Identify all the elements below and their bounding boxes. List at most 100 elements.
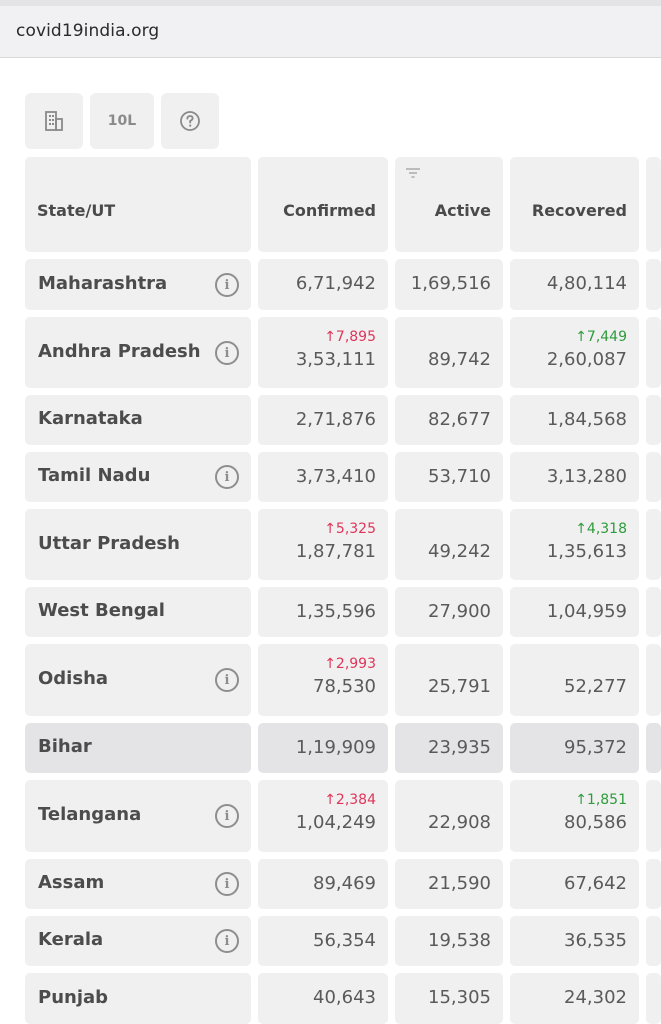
table-cell-confirmed [258, 644, 388, 716]
table-cell-confirmed [258, 587, 388, 637]
header-active-label: Active [434, 201, 491, 220]
active-value: 27,900 [428, 601, 491, 622]
recovered-value: 4,80,114 [546, 273, 627, 294]
active-value: 23,935 [428, 737, 491, 758]
recovered-value: 3,13,280 [546, 466, 627, 487]
confirmed-value: 1,19,909 [295, 737, 376, 758]
state-name[interactable]: Uttar Pradesh [38, 533, 180, 554]
help-circle-icon [180, 111, 200, 131]
confirmed-value: 1,87,781 [295, 541, 376, 562]
table-cell-state[interactable] [25, 452, 251, 502]
table-cell-recovered [510, 587, 639, 637]
number-format-label: 10L [107, 113, 137, 129]
header-confirmed[interactable] [258, 157, 388, 252]
building-icon [45, 111, 63, 131]
state-name[interactable]: West Bengal [38, 600, 165, 621]
table-cell-next [646, 973, 661, 1024]
table-cell-confirmed [258, 780, 388, 852]
help-button[interactable] [161, 93, 219, 149]
active-value: 25,791 [428, 676, 491, 697]
table-cell-next [646, 259, 661, 310]
recovered-value: 1,84,568 [546, 409, 627, 430]
info-icon[interactable]: i [215, 872, 239, 896]
recovered-value: 24,302 [564, 987, 627, 1008]
table-cell-state[interactable] [25, 509, 251, 580]
info-icon[interactable]: i [215, 465, 239, 489]
active-value: 21,590 [428, 873, 491, 894]
confirmed-value: 3,53,111 [295, 349, 376, 370]
info-icon[interactable]: i [215, 929, 239, 953]
info-icon[interactable]: i [215, 273, 239, 297]
toggle-view-button[interactable] [25, 93, 83, 149]
table-cell-active [395, 509, 503, 580]
confirmed-value: 40,643 [313, 987, 376, 1008]
table-cell-state[interactable] [25, 723, 251, 773]
table-cell-active [395, 259, 503, 310]
state-name[interactable]: Telangana [38, 804, 142, 825]
url-text[interactable]: covid19india.org [16, 21, 160, 41]
header-state[interactable] [25, 157, 251, 252]
active-value: 89,742 [428, 349, 491, 370]
table-cell-next [646, 644, 661, 716]
state-name[interactable]: Punjab [38, 987, 109, 1008]
confirmed-value: 2,71,876 [295, 409, 376, 430]
table-cell-active [395, 587, 503, 637]
info-icon[interactable]: i [215, 341, 239, 365]
table-cell-state[interactable] [25, 259, 251, 310]
header-next-column[interactable] [646, 157, 661, 252]
state-name[interactable]: Tamil Nadu [38, 465, 151, 486]
table-cell-next [646, 317, 661, 388]
browser-address-bar[interactable]: covid19india.org [0, 0, 661, 58]
confirmed-delta: ↑5,325 [324, 521, 376, 537]
table-cell-active [395, 916, 503, 966]
table-cell-active [395, 859, 503, 909]
number-format-button[interactable]: 10L [90, 93, 154, 149]
header-confirmed-label: Confirmed [283, 201, 376, 220]
recovered-delta: ↑7,449 [575, 329, 627, 345]
table-cell-active [395, 644, 503, 716]
state-name[interactable]: Kerala [38, 929, 104, 950]
state-name[interactable]: Maharashtra [38, 273, 168, 294]
confirmed-value: 78,530 [313, 676, 376, 697]
table-cell-next [646, 859, 661, 909]
header-state-label: State/UT [37, 201, 116, 220]
header-recovered[interactable] [510, 157, 639, 252]
table-cell-recovered [510, 317, 639, 388]
table-cell-active [395, 317, 503, 388]
table-cell-active [395, 723, 503, 773]
recovered-value: 95,372 [564, 737, 627, 758]
table-cell-state[interactable] [25, 973, 251, 1024]
table-cell-state[interactable] [25, 780, 251, 852]
info-icon[interactable]: i [215, 668, 239, 692]
table-cell-active [395, 452, 503, 502]
state-name[interactable]: Bihar [38, 736, 92, 757]
table-cell-confirmed [258, 452, 388, 502]
state-name[interactable]: Karnataka [38, 408, 143, 429]
state-name[interactable]: Odisha [38, 668, 109, 689]
table-cell-state[interactable] [25, 317, 251, 388]
browser-top-edge [0, 0, 661, 6]
state-name[interactable]: Andhra Pradesh [38, 341, 201, 362]
table-cell-recovered [510, 259, 639, 310]
table-cell-confirmed [258, 395, 388, 445]
table-cell-active [395, 395, 503, 445]
table-cell-recovered [510, 916, 639, 966]
confirmed-delta: ↑7,895 [324, 329, 376, 345]
confirmed-value: 89,469 [313, 873, 376, 894]
table-cell-state[interactable] [25, 916, 251, 966]
info-icon[interactable]: i [215, 804, 239, 828]
table-cell-state[interactable] [25, 587, 251, 637]
recovered-value: 36,535 [564, 930, 627, 951]
table-cell-recovered [510, 859, 639, 909]
recovered-value: 2,60,087 [546, 349, 627, 370]
table-cell-recovered [510, 973, 639, 1024]
table-cell-state[interactable] [25, 859, 251, 909]
confirmed-value: 1,35,596 [295, 601, 376, 622]
confirmed-delta: ↑2,993 [324, 656, 376, 672]
state-name[interactable]: Assam [38, 872, 105, 893]
recovered-value: 52,277 [564, 676, 627, 697]
table-cell-state[interactable] [25, 395, 251, 445]
active-value: 49,242 [428, 541, 491, 562]
table-cell-state[interactable] [25, 644, 251, 716]
table-cell-confirmed [258, 509, 388, 580]
